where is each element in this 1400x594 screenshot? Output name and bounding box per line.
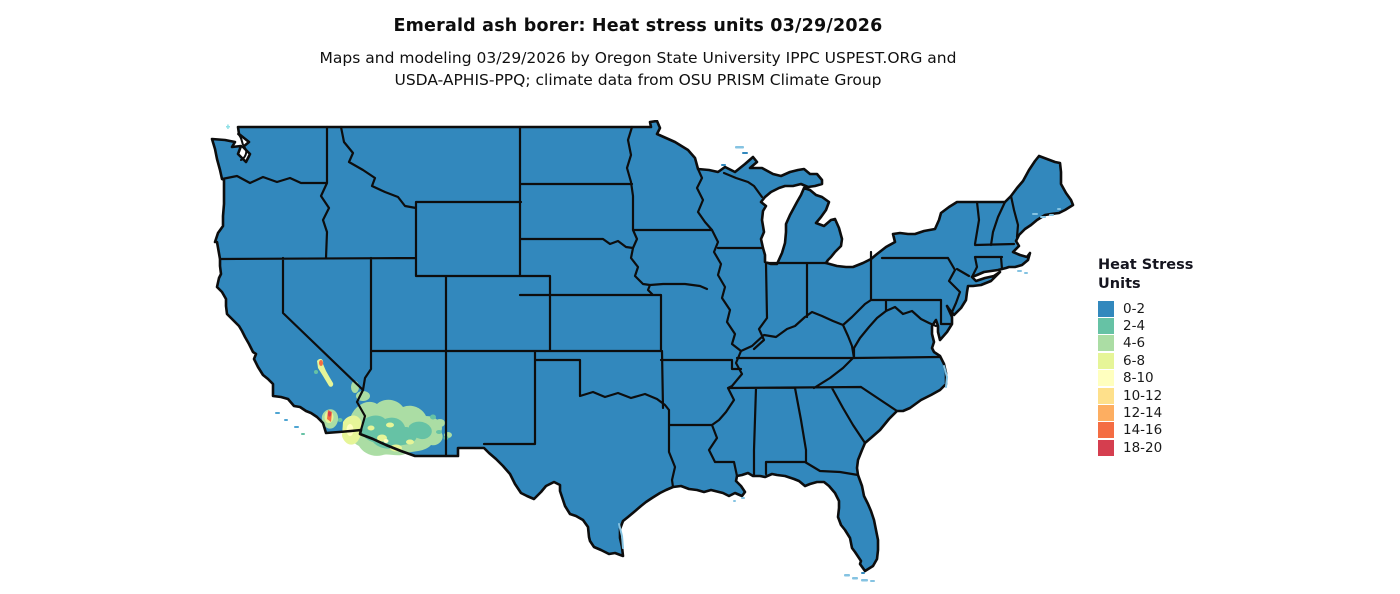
legend-label: 14-16: [1123, 422, 1163, 439]
legend-row: 8-10: [1098, 370, 1193, 387]
legend-row: 4-6: [1098, 335, 1193, 352]
legend-swatch-6-8: [1098, 352, 1114, 369]
legend-title-line-1: Heat Stress: [1098, 257, 1194, 273]
legend-label: 4-6: [1123, 335, 1146, 352]
national-outline: [210, 120, 1075, 573]
heat-patch-california-cluster: [314, 360, 339, 429]
subtitle-line-2: USDA-APHIS-PPQ; climate data from OSU PR…: [394, 71, 882, 89]
legend-swatch-14-16: [1098, 422, 1114, 439]
legend-row: 10-12: [1098, 387, 1193, 404]
legend-label: 12-14: [1123, 405, 1163, 422]
lake-islands: [721, 152, 865, 574]
washington-coast-speck: [226, 124, 230, 129]
legend-swatch-8-10: [1098, 370, 1114, 387]
map-subtitle: Maps and modeling 03/29/2026 by Oregon S…: [0, 47, 1276, 91]
legend-label: 6-8: [1123, 352, 1146, 369]
legend-swatch-18-20: [1098, 439, 1114, 456]
legend-row: 6-8: [1098, 352, 1193, 369]
coast-specks: [733, 146, 1061, 582]
legend-label: 0-2: [1123, 300, 1146, 317]
state-borders: [218, 125, 1020, 489]
legend-label: 2-4: [1123, 318, 1146, 335]
outer-banks-speck: [943, 365, 949, 388]
legend-row: 12-14: [1098, 404, 1193, 422]
page-title: Emerald ash borer: Heat stress units 03/…: [393, 16, 883, 36]
us-heat-stress-map: [210, 120, 1075, 582]
legend-swatch-10-12: [1098, 387, 1114, 404]
legend-row: 18-20: [1098, 439, 1193, 456]
puget-sound-detail: [237, 133, 248, 161]
legend-title: Heat Stress Units: [1098, 256, 1193, 294]
legend-swatch-2-4: [1098, 318, 1114, 335]
subtitle-line-1: Maps and modeling 03/29/2026 by Oregon S…: [319, 49, 957, 67]
padre-island-speck: [618, 523, 624, 549]
coastal-pixels: [226, 124, 1061, 582]
legend-swatch-0-2: [1098, 300, 1114, 317]
legend-title-line-2: Units: [1098, 276, 1141, 292]
legend-row: 2-4: [1098, 317, 1193, 335]
legend-label: 10-12: [1123, 387, 1163, 404]
legend-row: 14-16: [1098, 422, 1193, 439]
map-header: Emerald ash borer: Heat stress units 03/…: [0, 16, 1276, 91]
legend-swatch-4-6: [1098, 335, 1114, 352]
legend-swatch-12-14: [1098, 405, 1114, 422]
channel-islands: [275, 412, 305, 435]
heat-stress-legend: Heat Stress Units 0-2 2-4 4-6 6-8 8-10 1…: [1098, 256, 1193, 457]
legend-row: 0-2: [1098, 300, 1193, 317]
legend-label: 18-20: [1123, 439, 1163, 456]
legend-label: 8-10: [1123, 370, 1154, 387]
